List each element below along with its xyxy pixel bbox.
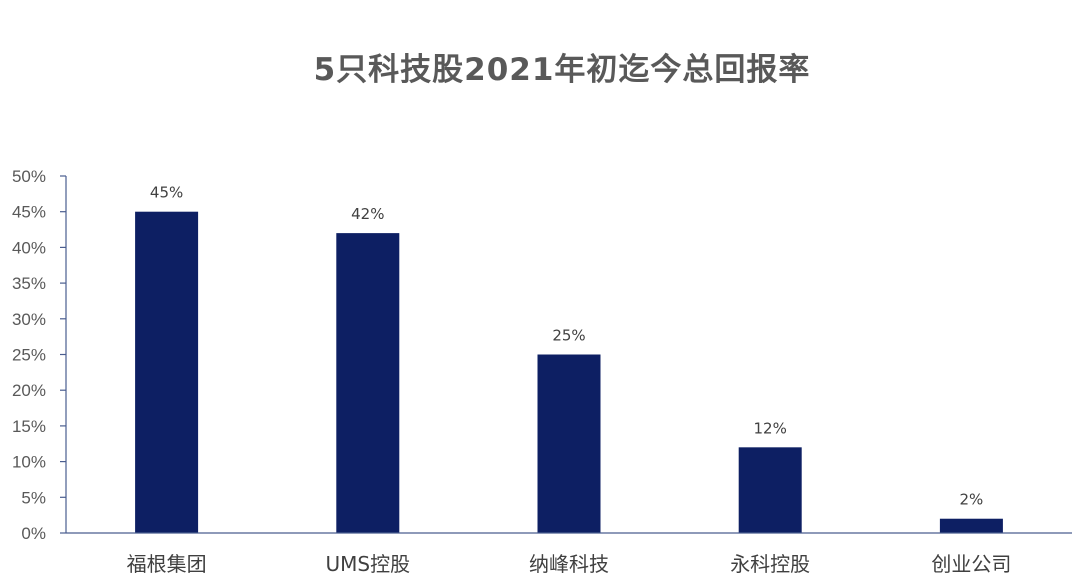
- y-tick-label: 45%: [12, 203, 46, 222]
- category-label: 纳峰科技: [529, 552, 609, 576]
- x-axis: 福根集团 UMS控股 纳峰科技 永科控股 创业公司: [66, 532, 1072, 576]
- y-tick-label: 5%: [21, 488, 46, 507]
- chart-title: 5只科技股2021年初迄今总回报率: [313, 52, 811, 88]
- bar: [939, 518, 1003, 533]
- data-label: 45%: [150, 184, 183, 202]
- y-tick-label: 20%: [12, 381, 46, 400]
- bar: [135, 211, 199, 533]
- y-axis: 0% 5% 10% 15% 20% 25% 30% 35% 40% 45% 50%: [12, 167, 67, 543]
- bar: [537, 354, 601, 533]
- category-label: 创业公司: [931, 552, 1011, 576]
- data-label: 2%: [960, 491, 984, 509]
- bar: [738, 447, 802, 533]
- y-tick-label: 25%: [12, 346, 46, 365]
- data-label: 42%: [351, 205, 384, 223]
- y-tick-label: 15%: [12, 417, 46, 436]
- y-tick-label: 0%: [21, 524, 46, 543]
- bar: [336, 233, 400, 533]
- data-label: 25%: [552, 327, 585, 345]
- y-tick-label: 40%: [12, 238, 46, 257]
- y-tick-label: 35%: [12, 274, 46, 293]
- y-tick-label: 30%: [12, 310, 46, 329]
- y-tick-label: 50%: [12, 167, 46, 186]
- bars: 45% 42% 25% 12% 2%: [135, 184, 1003, 533]
- y-tick-label: 10%: [12, 453, 46, 472]
- category-label: 永科控股: [730, 552, 810, 576]
- category-label: UMS控股: [326, 552, 411, 576]
- data-label: 12%: [754, 419, 787, 437]
- category-label: 福根集团: [127, 552, 207, 576]
